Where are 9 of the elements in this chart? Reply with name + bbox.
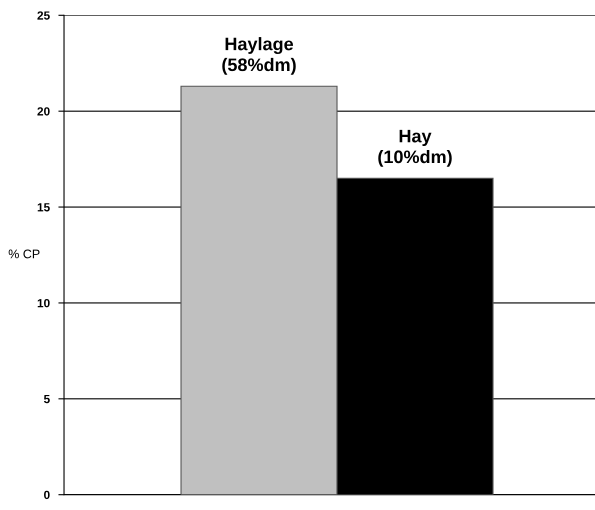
y-tick-label: 15	[38, 203, 50, 212]
y-axis-title: % CP	[8, 250, 40, 258]
y-tick-label: 20	[37, 107, 50, 116]
y-tick-label: 5	[44, 394, 50, 404]
series-label: Haylage (58%dm)	[222, 37, 296, 75]
y-tick-label: 10	[38, 298, 50, 308]
series-label: Hay (10%dm)	[378, 130, 452, 167]
y-tick-label: 0	[44, 490, 50, 500]
y-tick-label: 25	[37, 11, 50, 20]
